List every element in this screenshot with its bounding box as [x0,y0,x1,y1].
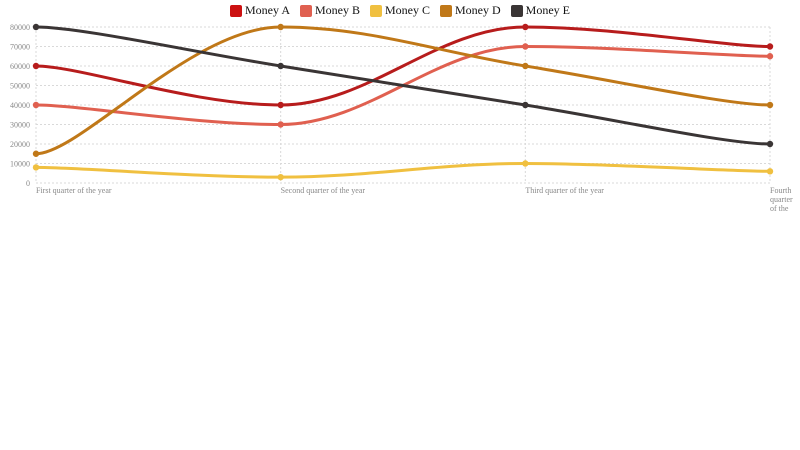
legend-swatch [370,4,382,17]
legend-label: Money D [455,3,501,17]
data-point-money-e [32,23,40,31]
x-tick-label: Second quarter of the year [281,186,366,195]
legend-label: Money A [245,3,290,17]
data-point-money-d [522,62,529,70]
legend-item-money-b[interactable]: Money B [300,3,360,18]
y-tick-label: 60000 [10,62,30,71]
data-point-money-a [32,62,40,70]
y-tick-label: 50000 [10,82,30,91]
legend-label: Money C [385,3,430,17]
data-point-money-d [32,150,40,157]
data-point-money-b [277,121,284,128]
series-line-money-d [34,25,772,156]
data-point-money-d [766,101,774,109]
legend-item-money-c[interactable]: Money C [370,3,430,18]
data-point-money-a [277,101,284,109]
x-tick-label: Third quarter of the year [525,186,604,195]
data-point-money-b [32,101,40,109]
data-point-money-c [522,160,529,167]
data-point-money-b [766,53,774,60]
legend-label: Money E [525,3,570,17]
legend-swatch [230,4,242,17]
legend-item-money-d[interactable]: Money D [440,3,501,18]
data-point-money-e [277,62,284,70]
legend-item-money-e[interactable]: Money E [510,3,570,18]
data-point-money-a [522,23,529,31]
series-line-money-a [34,25,772,107]
data-point-money-c [766,168,774,175]
data-point-money-c [32,164,40,171]
legend-label: Money B [315,3,360,17]
data-point-money-a [766,43,774,50]
series-line-money-e [34,25,772,146]
y-tick-label: 10000 [10,160,30,169]
y-tick-label: 30000 [10,121,30,130]
y-tick-label: 80000 [10,23,30,32]
x-tick-label: Fourth quarter of the [770,186,793,213]
x-tick-label: First quarter of the year [36,186,112,195]
data-point-money-e [522,101,529,109]
data-point-money-d [277,23,284,31]
legend-swatch [440,4,452,17]
y-tick-label: 0 [26,179,30,188]
y-tick-label: 20000 [10,140,30,149]
series-line-money-c [34,162,772,179]
y-tick-label: 40000 [10,101,30,110]
data-point-money-b [522,43,529,50]
data-point-money-e [766,140,774,148]
data-point-money-c [277,173,284,181]
y-tick-label: 70000 [10,43,30,52]
legend-swatch [510,4,523,17]
legend: Money A Money B Money C Money D Money E [0,3,800,18]
legend-swatch [300,4,312,17]
legend-item-money-a[interactable]: Money A [230,3,290,18]
